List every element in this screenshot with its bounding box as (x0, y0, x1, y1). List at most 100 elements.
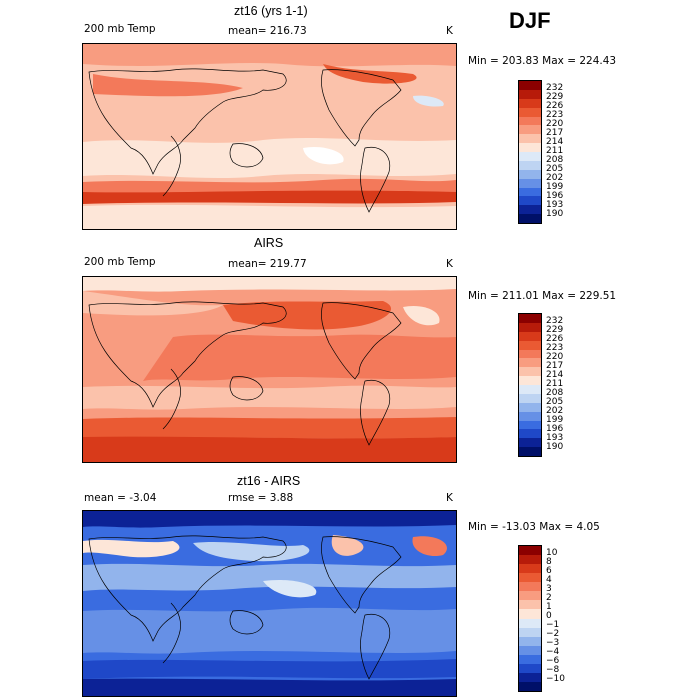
colorbar-swatch (519, 618, 541, 628)
map-region (331, 535, 364, 556)
colorbar-tick: 232 (546, 83, 564, 93)
panel-units-obs: K (446, 258, 453, 270)
map-region (83, 607, 456, 654)
map-region (83, 511, 456, 528)
colorbar-swatch (519, 178, 541, 188)
colorbar-tick: 193 (546, 433, 564, 443)
colorbar-swatch (519, 385, 541, 394)
colorbar-swatch (519, 143, 541, 152)
colorbar-swatch (519, 564, 541, 574)
colorbar-tick: 4 (546, 575, 552, 585)
map-region (403, 305, 440, 326)
colorbar-swatch (519, 322, 541, 332)
season-title: DJF (509, 8, 551, 33)
colorbar-tick: 190 (546, 442, 564, 452)
map-region (323, 64, 417, 84)
colorbar-tick: 199 (546, 182, 564, 192)
colorbar-tick: 0 (546, 611, 552, 621)
colorbar-swatch (519, 609, 541, 619)
map-region (83, 539, 180, 558)
map-region (413, 95, 444, 107)
map-region (83, 190, 456, 204)
colorbar-tick: 214 (546, 137, 564, 147)
colorbar-swatch (519, 98, 541, 108)
colorbar-swatch (519, 196, 541, 206)
coastlines (88, 301, 402, 446)
panel-title-diff: zt16 - AIRS (237, 474, 301, 488)
colorbar-swatch (519, 582, 541, 592)
colorbar-swatch (519, 187, 541, 197)
colorbar-tick: 196 (546, 191, 564, 201)
coastlines (88, 535, 402, 680)
colorbar-swatch (519, 663, 541, 673)
colorbar-tick: 3 (546, 584, 552, 594)
colorbar-tick: −3 (546, 638, 560, 648)
colorbar-tick: 2 (546, 593, 552, 603)
map-region (83, 417, 456, 439)
map-region (223, 301, 392, 330)
panel-field-label-model: 200 mb Temp (84, 23, 156, 35)
panel-minmax-model: Min = 203.83 Max = 224.43 (468, 55, 617, 67)
colorbar-swatch (519, 349, 541, 359)
map-region (83, 659, 456, 679)
colorbar-tick: 1 (546, 602, 552, 612)
panel-mean-diff: mean = -3.04 (84, 492, 157, 504)
colorbar-tick: −2 (546, 629, 560, 639)
colorbar-tick: 226 (546, 101, 564, 111)
colorbar-swatch (519, 340, 541, 350)
panel-units-diff: K (446, 492, 453, 504)
colorbar-swatch (519, 447, 541, 456)
colorbar-tick: 6 (546, 566, 552, 576)
colorbar-tick: 205 (546, 397, 564, 407)
colorbar-tick: 229 (546, 325, 564, 335)
map-region (83, 277, 456, 292)
map-region (143, 334, 456, 381)
colorbar-swatch (519, 645, 541, 655)
panel-mean-model: mean= 216.73 (228, 25, 307, 37)
coastlines (88, 68, 402, 213)
colorbar-tick: 217 (546, 361, 564, 371)
colorbar-swatch (519, 152, 541, 161)
panel-minmax-diff: Min = -13.03 Max = 4.05 (468, 521, 600, 533)
map-region (83, 204, 456, 229)
colorbar-swatch (519, 331, 541, 341)
colorbar-tick: 208 (546, 388, 564, 398)
colorbar-swatch (519, 205, 541, 215)
panel-mean-obs: mean= 219.77 (228, 258, 307, 270)
colorbar-tick: 8 (546, 557, 552, 567)
colorbar-swatch (519, 546, 541, 556)
panel-title-obs: AIRS (254, 236, 284, 250)
colorbar-tick: −10 (546, 674, 565, 684)
colorbar-tick: 211 (546, 379, 564, 389)
map-region (83, 436, 456, 462)
map-region (83, 678, 456, 696)
colorbar-swatch (519, 681, 541, 691)
colorbar-swatch (519, 107, 541, 117)
panel-title-model: zt16 (yrs 1-1) (234, 4, 308, 18)
colorbar-tick: 214 (546, 370, 564, 380)
colorbar-swatch (519, 89, 541, 99)
colorbar-tick: 220 (546, 352, 564, 362)
colorbar-swatch (519, 116, 541, 126)
map-diff (82, 510, 457, 697)
panel-units-model: K (446, 25, 453, 37)
map-region (83, 385, 456, 410)
colorbar-swatch (519, 573, 541, 583)
colorbar-swatch (519, 411, 541, 421)
map-region (193, 542, 310, 562)
colorbar-swatch (519, 169, 541, 179)
colorbar-swatch (519, 654, 541, 664)
colorbar-swatch (519, 81, 541, 90)
colorbar-swatch (519, 214, 541, 223)
colorbar-tick: 220 (546, 119, 564, 129)
colorbar-tick: 193 (546, 200, 564, 210)
panel-field-label-obs: 200 mb Temp (84, 256, 156, 268)
colorbar-swatch (519, 125, 541, 135)
colorbar-swatch (519, 627, 541, 637)
colorbar-tick: 229 (546, 92, 564, 102)
colorbar-swatch (519, 402, 541, 412)
colorbar-swatch (519, 367, 541, 377)
colorbar-tick: 223 (546, 110, 564, 120)
colorbar-tick: −8 (546, 665, 560, 675)
colorbar-swatch (519, 358, 541, 368)
